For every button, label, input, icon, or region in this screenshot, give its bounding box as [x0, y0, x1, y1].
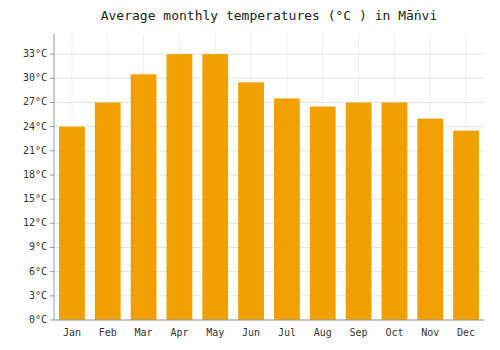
bars — [59, 54, 479, 320]
y-tick — [50, 78, 54, 79]
bar — [453, 131, 479, 320]
bar — [95, 102, 121, 320]
y-tick-label: 9°C — [29, 241, 47, 252]
grid-line-y — [54, 320, 484, 321]
y-tick-label: 30°C — [23, 72, 47, 83]
y-tick — [50, 199, 54, 200]
bar — [382, 102, 408, 320]
x-tick-label: Jul — [278, 327, 296, 338]
title: Average monthly temperatures (°C ) in Mā… — [101, 8, 438, 23]
x-tick-label: Aug — [314, 327, 332, 338]
y-tick-label: 0°C — [29, 314, 47, 325]
y-tick — [50, 295, 54, 296]
bar — [417, 119, 443, 320]
x-tick-label: Mar — [135, 327, 153, 338]
y-tick — [50, 102, 54, 103]
x-tick-label: Apr — [170, 327, 188, 338]
x-axis-line — [54, 320, 484, 321]
y-tick — [50, 247, 54, 248]
y-tick-label: 3°C — [29, 290, 47, 301]
grid-line-y — [54, 54, 484, 55]
axes: 0°C 3°C 6°C 9°C 12°C 15°C 18°C 21°C 24°C 27°C 30°C… — [23, 34, 484, 338]
x-tick-label: Dec — [457, 327, 475, 338]
y-tick-label: 6°C — [29, 266, 47, 277]
bar — [238, 82, 264, 320]
y-tick-label: 18°C — [23, 169, 47, 180]
bar — [346, 102, 372, 320]
y-tick — [50, 150, 54, 151]
chart: 0°C 3°C 6°C 9°C 12°C 15°C 18°C 21°C 24°C 27°C 30°C… — [0, 0, 500, 350]
y-tick-label: 27°C — [23, 96, 47, 107]
y-tick-label: 12°C — [23, 217, 47, 228]
x-tick-label: Nov — [421, 327, 439, 338]
y-tick — [50, 223, 54, 224]
y-tick — [50, 174, 54, 175]
bar — [59, 127, 85, 320]
x-tick-label: Sep — [350, 327, 368, 338]
x-tick-label: May — [206, 327, 224, 338]
bar — [202, 54, 228, 320]
bar — [310, 107, 336, 320]
x-tick-label: Jun — [242, 327, 260, 338]
y-tick — [50, 271, 54, 272]
y-tick-label: 33°C — [23, 48, 47, 59]
grid-line-y — [54, 78, 484, 79]
bar — [167, 54, 193, 320]
grid — [54, 34, 484, 320]
bar — [131, 74, 157, 320]
y-axis-line — [54, 34, 55, 320]
y-tick — [50, 126, 54, 127]
y-tick-label: 15°C — [23, 193, 47, 204]
x-tick-label: Oct — [385, 327, 403, 338]
bar — [274, 98, 300, 320]
y-tick-label: 21°C — [23, 145, 47, 156]
y-tick — [50, 320, 54, 321]
x-tick-label: Feb — [99, 327, 117, 338]
x-tick-label: Jan — [63, 327, 81, 338]
y-tick — [50, 54, 54, 55]
y-tick-label: 24°C — [23, 121, 47, 132]
